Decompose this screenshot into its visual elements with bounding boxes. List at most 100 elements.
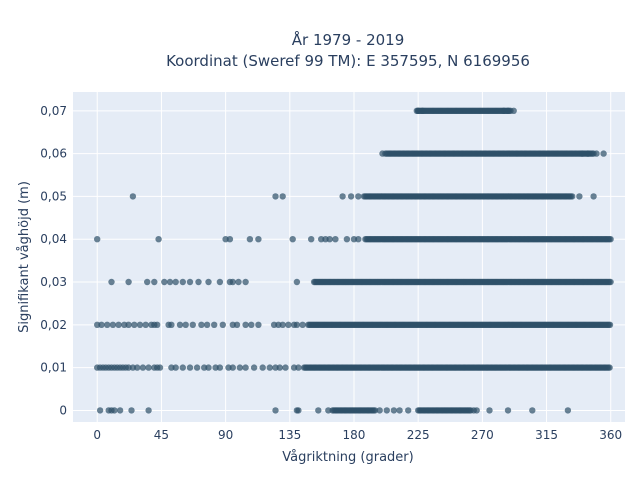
data-point [600, 150, 607, 157]
data-point [233, 321, 241, 328]
data-point [272, 193, 279, 200]
y-tick-label: 0 [59, 403, 67, 417]
data-point [136, 321, 144, 328]
data-point [145, 364, 152, 371]
data-point [248, 321, 255, 328]
data-point [567, 193, 574, 200]
x-tick-label: 315 [535, 428, 558, 442]
data-point [396, 407, 403, 414]
x-tick-label: 135 [278, 428, 301, 442]
data-point [96, 407, 104, 414]
data-point [216, 364, 224, 371]
data-point [129, 193, 137, 200]
data-point [376, 407, 383, 414]
x-tick-label: 90 [218, 428, 233, 442]
data-point [125, 321, 132, 328]
data-point [606, 321, 614, 328]
data-point [405, 407, 412, 414]
data-point [229, 364, 236, 371]
data-point [242, 321, 249, 328]
data-point [282, 364, 289, 371]
data-point [507, 107, 514, 115]
data-point [390, 407, 398, 414]
data-point [94, 236, 101, 243]
data-point [219, 321, 226, 328]
data-point [250, 364, 258, 371]
data-point [176, 321, 184, 328]
y-tick-label: 0,03 [40, 275, 67, 289]
data-point [205, 278, 212, 286]
y-tick-label: 0,07 [40, 104, 67, 118]
data-point [144, 278, 151, 286]
x-tick-label: 180 [343, 428, 366, 442]
data-point [607, 278, 614, 286]
data-point [276, 364, 283, 371]
data-point [279, 193, 286, 200]
data-point [205, 364, 212, 371]
data-point [315, 407, 322, 414]
x-axis-label: Vågriktning (grader) [282, 450, 413, 465]
data-point [255, 321, 262, 328]
y-tick-label: 0,04 [40, 232, 67, 246]
data-points [94, 107, 614, 414]
data-point [339, 193, 346, 200]
data-point [186, 364, 194, 371]
data-point [289, 236, 296, 243]
data-point [195, 278, 202, 286]
data-point [371, 407, 379, 414]
y-tick-label: 0,06 [40, 147, 67, 161]
data-point [576, 193, 583, 200]
data-point [109, 321, 117, 328]
data-point [216, 278, 224, 286]
data-point [590, 193, 597, 200]
y-axis-ticks: 0 0,01 0,02 0,03 0,04 0,05 0,06 0,07 [40, 104, 67, 418]
data-point [139, 364, 147, 371]
data-point [151, 278, 158, 286]
data-point [193, 364, 201, 371]
data-point [504, 407, 512, 414]
data-point [104, 321, 111, 328]
chart-title-line-2: Koordinat (Sweref 99 TM): E 357595, N 61… [166, 52, 530, 70]
data-point [285, 321, 292, 328]
data-point [272, 407, 279, 414]
data-point [131, 321, 138, 328]
data-point [128, 407, 135, 414]
data-point [564, 407, 572, 414]
data-point [179, 278, 186, 286]
plot-area [73, 92, 625, 422]
data-point [142, 321, 149, 328]
data-point [155, 236, 162, 243]
data-point [115, 321, 122, 328]
data-point [98, 321, 105, 328]
data-point [607, 236, 614, 243]
data-point [235, 278, 242, 286]
data-point [606, 364, 613, 371]
data-point [279, 321, 286, 328]
y-tick-label: 0,05 [40, 189, 67, 203]
data-point [236, 364, 244, 371]
data-point [125, 278, 132, 286]
x-tick-label: 360 [599, 428, 622, 442]
data-point [246, 236, 254, 243]
data-point [179, 364, 186, 371]
data-point [473, 407, 480, 414]
data-point [182, 321, 189, 328]
x-tick-label: 225 [407, 428, 430, 442]
data-point [293, 321, 301, 328]
data-point [189, 321, 196, 328]
data-point [229, 278, 236, 286]
y-tick-label: 0,02 [40, 318, 67, 332]
data-point [156, 364, 164, 371]
data-point [255, 236, 262, 243]
data-point [299, 321, 306, 328]
data-point [108, 278, 115, 286]
data-point [295, 364, 302, 371]
data-point [293, 278, 301, 286]
data-point [259, 364, 266, 371]
data-point [186, 278, 194, 286]
x-tick-label: 0 [93, 428, 101, 442]
data-point [529, 407, 536, 414]
data-point [332, 236, 339, 243]
data-point [172, 278, 179, 286]
